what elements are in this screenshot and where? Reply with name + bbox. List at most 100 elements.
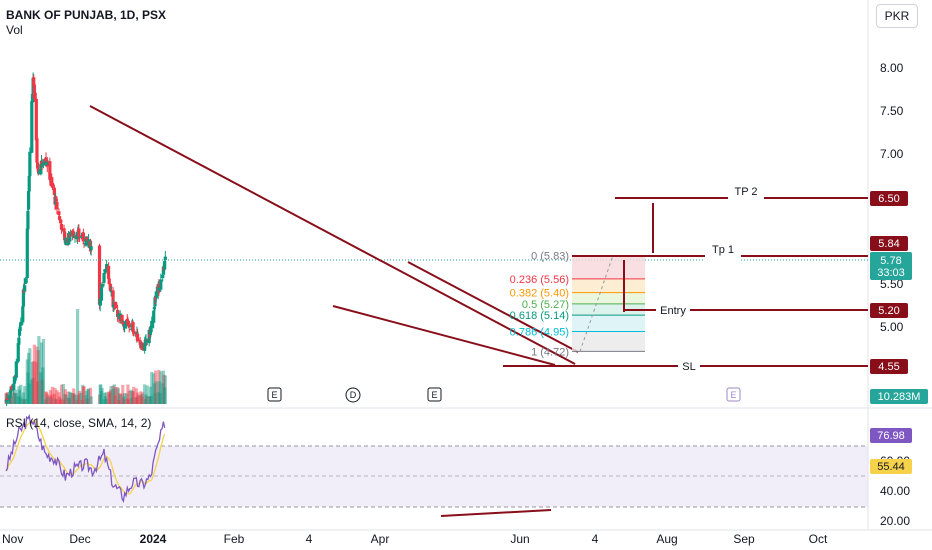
volume-bar [52,393,56,404]
volume-bar [31,377,35,404]
candle-body [120,314,124,323]
candle-body [106,265,111,279]
fib-zone [572,315,645,332]
candle-body [21,306,25,323]
volume-bar [58,399,62,404]
volume-bar [102,399,106,404]
volume-bar [153,393,157,404]
volume-bar [40,379,44,404]
svg-text:E: E [431,390,437,400]
candle-body [144,338,148,340]
volume-bar [135,392,140,404]
rsi-title[interactable]: RSI (14, close, SMA, 14, 2) [6,416,152,430]
tp1-tag-bg [870,236,908,251]
candle-body [115,309,120,317]
volume-bar [105,398,109,404]
event-marker-e3[interactable]: E [726,387,741,402]
volume-bars [4,309,167,404]
volume-bar [147,396,151,404]
volume-bar [131,391,135,404]
fib-level-label: 0.618 (5.14) [510,310,569,322]
volume-bar [109,386,113,404]
tp1-label-bg [705,248,741,262]
candle-body [81,232,85,242]
candle-body [68,231,73,237]
volume-bar [118,394,122,404]
candle-body [105,264,109,272]
time-tick: Nov [2,532,23,546]
volume-bar [127,390,131,404]
currency-button[interactable]: PKR [876,4,918,28]
volume-bar [59,398,63,404]
volume-bar [73,394,77,404]
volume-bar [161,383,165,404]
volume-bar [14,389,18,404]
event-marker-e2[interactable]: E [427,387,442,402]
price-tick: 7.50 [880,104,904,118]
candle-body [127,323,131,328]
volume-bar [63,394,67,404]
volume-bar [14,392,18,404]
tp2-tag-bg [870,191,908,206]
tp2-label: TP 2 [734,186,757,198]
volume-tag-bg [870,389,928,404]
price-tick: 7.00 [880,147,904,161]
volume-bar [64,394,68,404]
volume-bar [100,387,104,404]
time-tick: Jun [510,532,529,546]
fib-zone [572,331,645,352]
volume-bar [16,396,20,404]
volume-bar [120,393,124,404]
price-tick: 8.00 [880,61,904,75]
event-marker-e1[interactable]: E [267,387,282,402]
rsi-ma-line [5,419,166,495]
candle-body [55,201,59,210]
candle-body [132,330,136,334]
volume-bar [159,371,163,404]
volume-bar [71,393,75,404]
fib-level-label: 0.5 (5.27) [522,299,569,311]
volume-bar [72,393,76,404]
candle-body [59,223,64,230]
volume-bar [17,389,22,404]
candle-body [50,182,55,188]
volume-bar [75,399,79,404]
time-tick: 4 [306,532,313,546]
volume-bar [117,399,121,404]
countdown-tag: 33:03 [877,267,905,279]
candle-body [59,219,63,224]
candle-body [141,346,145,350]
volume-bar [158,392,162,404]
candle-body [57,211,61,215]
sl-tag-bg [870,359,908,374]
candle-body [150,320,154,328]
candle-body [86,239,91,245]
candle-body [50,177,54,184]
time-tick: Sep [733,532,755,546]
candle-body [40,161,44,165]
event-marker-d[interactable]: D [345,387,361,403]
entry-label-bg [656,303,690,317]
volume-bar [63,389,67,404]
candle-body [12,376,16,384]
candle-body [72,232,76,236]
symbol-title[interactable]: BANK OF PUNJAB, 1D, PSX [6,8,167,22]
volume-bar [112,388,116,404]
volume-bar [66,397,71,404]
candle-body [153,297,157,307]
volume-bar [80,399,84,404]
volume-bar [130,390,135,404]
candle-body [8,394,12,398]
candle-body [30,101,34,153]
volume-bar [112,384,116,404]
volume-bar [26,352,31,404]
volume-bar [126,399,131,404]
rsi-tick: 40.00 [880,484,910,498]
main-downtrend-line [89,105,576,365]
candle-body [25,228,29,279]
fib-retracement[interactable]: 0 (5.83) 0.236 (5.56) 0.382 (5.40)0.5 (5.2… [510,250,645,358]
volume-label[interactable]: Vol [6,23,23,37]
candle-body [118,313,122,320]
candle-body [107,278,111,285]
